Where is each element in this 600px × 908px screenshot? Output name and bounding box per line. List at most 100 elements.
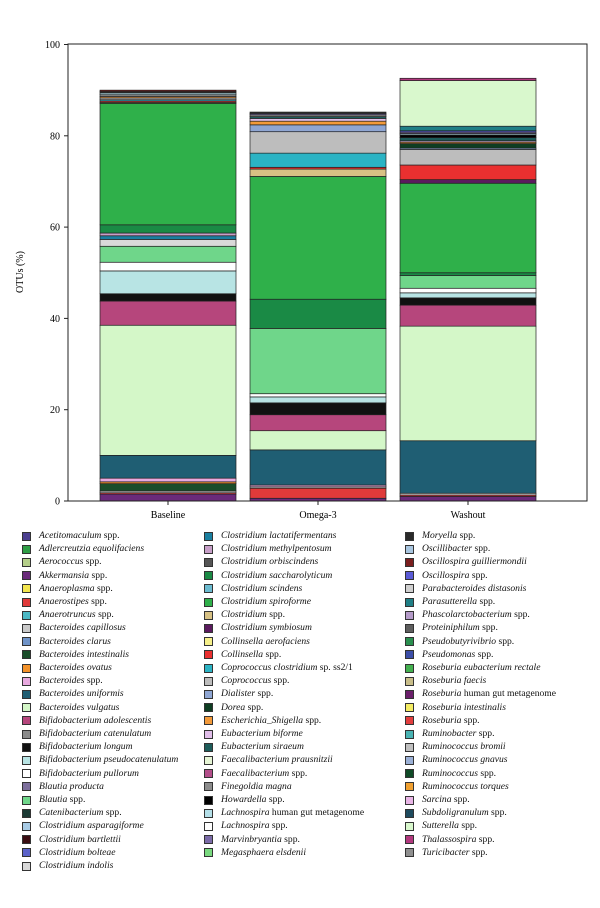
legend-label: Subdoligranulum spp.	[422, 807, 507, 819]
bar-segment-washout-33	[399, 179, 537, 184]
legend-label: Sutterella spp.	[422, 820, 478, 832]
x-tick-label-washout: Washout	[451, 510, 486, 521]
legend-swatch	[204, 848, 213, 858]
bar-segment-washout-73	[399, 80, 537, 127]
legend-swatch	[204, 835, 213, 845]
legend-item: Oscillospira guilliermondii	[405, 556, 527, 568]
legend-item: Ruminococcus bromii	[405, 741, 506, 753]
bar-segment-baseline-9	[99, 483, 237, 492]
bar-segment-baseline-18	[99, 261, 237, 272]
bar-segment-washout-3	[399, 496, 537, 502]
legend-label: Ruminobacter spp.	[422, 728, 495, 739]
legend-item: Ruminococcus torques	[405, 781, 509, 793]
plot-frame	[67, 43, 588, 502]
legend-item: Akkermansia spp.	[22, 570, 107, 582]
legend-item: Parabacteroides distasonis	[405, 583, 526, 595]
bar-segments	[99, 77, 537, 502]
legend-item: Clostridium bartlettii	[22, 834, 121, 846]
legend-item: Bacteroides capillosus	[22, 622, 126, 634]
legend-item: Proteiniphilum spp.	[405, 622, 498, 634]
legend-item: Howardella spp.	[204, 794, 285, 806]
legend-swatch	[22, 782, 31, 792]
legend-swatch	[22, 676, 31, 686]
bar-segment-baseline-11	[99, 477, 237, 483]
legend-item: Eubacterium biforme	[204, 728, 303, 740]
legend-item: Eubacterium siraeum	[204, 741, 304, 753]
legend-label: Proteiniphilum spp.	[422, 622, 498, 634]
legend-item: Thalassospira spp.	[405, 834, 495, 846]
legend-label: Eubacterium biforme	[221, 728, 303, 739]
legend-label: Roseburia intestinalis	[422, 701, 506, 713]
legend-swatch	[405, 821, 414, 831]
y-axis-label: OTUs (%)	[15, 251, 26, 293]
legend-item: Bacteroides clarus	[22, 636, 111, 648]
legend-item: Roseburia faecis	[405, 675, 486, 687]
legend-swatch	[204, 650, 213, 660]
legend-swatch	[22, 742, 31, 752]
legend-item: Clostridium asparagiforme	[22, 820, 144, 832]
legend-label: Blautia spp.	[39, 794, 86, 805]
bar-segment-washout-29	[399, 272, 537, 276]
legend-item: Dialister spp.	[204, 688, 273, 700]
legend-item: Clostridium bolteae	[22, 847, 115, 859]
legend-label: Clostridium spiroforme	[221, 596, 311, 607]
legend-item: Clostridium saccharolyticum	[204, 570, 332, 582]
legend-item: Coprococcus clostridium sp. ss2/1	[204, 662, 353, 674]
legend-label: Moryella spp.	[422, 530, 476, 541]
bar-segment-omega-3-38	[249, 124, 387, 133]
legend-label: Bacteroides clarus	[39, 635, 111, 647]
legend-item: Roseburia spp.	[405, 715, 480, 727]
bar-segment-washout-46	[399, 134, 537, 138]
legend-label: Sarcina spp.	[422, 794, 470, 805]
legend-item: Dorea spp.	[204, 702, 263, 714]
bar-segment-baseline-53	[99, 89, 237, 92]
legend-swatch	[22, 637, 31, 647]
legend-item: Bacteroides vulgatus	[22, 702, 119, 714]
legend-label: Clostridium symbiosum	[221, 622, 312, 634]
legend-item: Finegoldia magna	[204, 781, 292, 793]
legend-item: Clostridium scindens	[204, 583, 302, 595]
legend-swatch	[405, 571, 414, 581]
legend-swatch	[22, 755, 31, 765]
legend-swatch	[204, 676, 213, 686]
legend-swatch	[22, 835, 31, 845]
legend-swatch	[405, 676, 414, 686]
bar-segment-baseline-29	[99, 224, 237, 234]
bar-segment-baseline-12	[99, 455, 237, 479]
legend-swatch	[405, 808, 414, 818]
legend-label: Roseburia faecis	[422, 675, 487, 687]
legend-swatch	[204, 637, 213, 647]
legend-label: Ruminococcus torques	[422, 780, 509, 792]
legend-item: Bacteroides uniformis	[22, 688, 124, 700]
legend-swatch	[204, 703, 213, 713]
bar-segment-washout-18	[399, 287, 537, 294]
legend-label: Bacteroides vulgatus	[39, 701, 120, 713]
legend-swatch	[22, 861, 31, 871]
legend-swatch	[405, 557, 414, 567]
legend-label: Bacteroides uniformis	[39, 688, 124, 700]
bar-segment-omega-3-14	[249, 414, 387, 432]
legend-label: Bifidobacterium adolescentis	[39, 714, 152, 726]
bar-segment-baseline-14	[99, 300, 237, 326]
legend-label: Bacteroides intestinalis	[39, 648, 129, 660]
legend-swatch	[405, 835, 414, 845]
legend-swatch	[405, 689, 414, 699]
legend-label: Anaerotruncus spp.	[39, 609, 114, 621]
legend-label: Clostridium indolis	[39, 860, 114, 871]
bar-segment-baseline-17	[99, 270, 237, 295]
legend-label: Clostridium spp.	[221, 609, 285, 621]
legend-swatch	[204, 716, 213, 726]
bar-segment-baseline-20	[99, 245, 237, 263]
legend-label: Collinsella spp.	[221, 648, 282, 660]
legend-label: Adlercreutzia equolifaciens	[39, 543, 145, 555]
legend-item: Clostridium spp.	[204, 609, 285, 621]
legend-swatch	[22, 557, 31, 567]
legend-label: Clostridium bartlettii	[39, 833, 121, 845]
legend-swatch	[405, 795, 414, 805]
legend-swatch	[204, 544, 213, 554]
legend-item: Adlercreutzia equolifaciens	[22, 543, 144, 555]
stacked-bar-chart: 0 20 40 60 80 100 Baseline Omega-3 Washout OTUs …	[15, 40, 588, 521]
legend-swatch	[22, 716, 31, 726]
legend-swatch	[22, 663, 31, 673]
legend-swatch	[204, 623, 213, 633]
